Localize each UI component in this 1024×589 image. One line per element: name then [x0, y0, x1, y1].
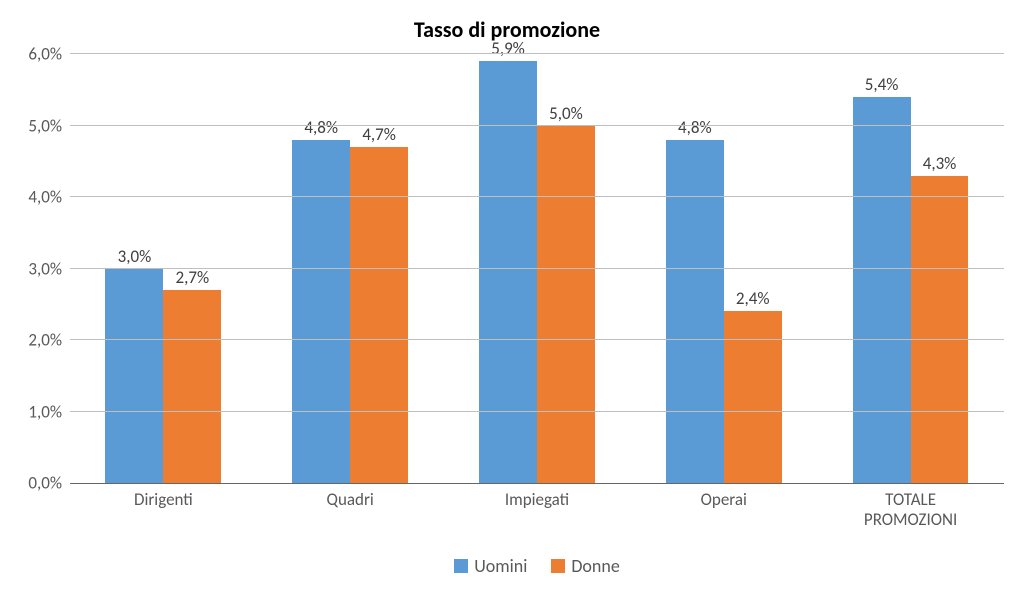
- bar-group: 5,9%5,0%: [444, 54, 631, 483]
- gridline: [70, 53, 1004, 54]
- y-tick-label: 6,0%: [28, 44, 70, 65]
- y-tick-label: 3,0%: [28, 258, 70, 279]
- legend-label: Donne: [571, 555, 619, 577]
- legend-label: Uomini: [474, 555, 527, 577]
- data-label: 5,9%: [491, 38, 525, 61]
- gridline: [70, 125, 1004, 126]
- legend-item: Uomini: [454, 555, 527, 577]
- data-label: 5,4%: [865, 74, 899, 97]
- y-tick-label: 1,0%: [28, 401, 70, 422]
- data-label: 3,0%: [118, 246, 152, 269]
- legend-item: Donne: [551, 555, 619, 577]
- y-tick-label: 5,0%: [28, 115, 70, 136]
- bar-donne: 5,0%: [537, 126, 595, 484]
- gridline: [70, 268, 1004, 269]
- bar-groups: 3,0%2,7%4,8%4,7%5,9%5,0%4,8%2,4%5,4%4,3%: [70, 54, 1004, 483]
- bar-donne: 2,7%: [163, 290, 221, 483]
- plot-area: 3,0%2,7%4,8%4,7%5,9%5,0%4,8%2,4%5,4%4,3%…: [70, 54, 1004, 484]
- data-label: 2,4%: [736, 288, 770, 311]
- bar-uomini: 5,4%: [853, 97, 911, 483]
- data-label: 4,7%: [362, 124, 396, 147]
- data-label: 4,3%: [923, 153, 957, 176]
- data-label: 5,0%: [549, 103, 583, 126]
- bar-group: 3,0%2,7%: [70, 54, 257, 483]
- gridline: [70, 339, 1004, 340]
- bar-group: 4,8%4,7%: [257, 54, 444, 483]
- data-label: 4,8%: [678, 117, 712, 140]
- data-label: 4,8%: [304, 117, 338, 140]
- gridline: [70, 196, 1004, 197]
- x-tick-label: Operai: [630, 490, 817, 529]
- bar-donne: 4,3%: [911, 176, 969, 483]
- gridline: [70, 411, 1004, 412]
- bar-group: 4,8%2,4%: [630, 54, 817, 483]
- bar-chart: Tasso di promozione 3,0%2,7%4,8%4,7%5,9%…: [0, 0, 1024, 589]
- legend-swatch: [454, 559, 468, 573]
- legend-swatch: [551, 559, 565, 573]
- x-tick-label: Quadri: [257, 490, 444, 529]
- x-tick-label: TOTALEPROMOZIONI: [817, 490, 1004, 529]
- bar-uomini: 3,0%: [105, 269, 163, 484]
- y-tick-label: 4,0%: [28, 187, 70, 208]
- data-label: 2,7%: [176, 267, 210, 290]
- y-tick-label: 0,0%: [28, 473, 70, 494]
- x-tick-label: Dirigenti: [70, 490, 257, 529]
- bar-donne: 2,4%: [724, 311, 782, 483]
- legend: Uomini Donne: [70, 555, 1004, 577]
- bar-uomini: 4,8%: [666, 140, 724, 483]
- x-axis-labels: DirigentiQuadriImpiegatiOperaiTOTALEPROM…: [70, 490, 1004, 529]
- bar-uomini: 4,8%: [292, 140, 350, 483]
- bar-donne: 4,7%: [350, 147, 408, 483]
- y-tick-label: 2,0%: [28, 330, 70, 351]
- x-tick-label: Impiegati: [444, 490, 631, 529]
- bar-group: 5,4%4,3%: [817, 54, 1004, 483]
